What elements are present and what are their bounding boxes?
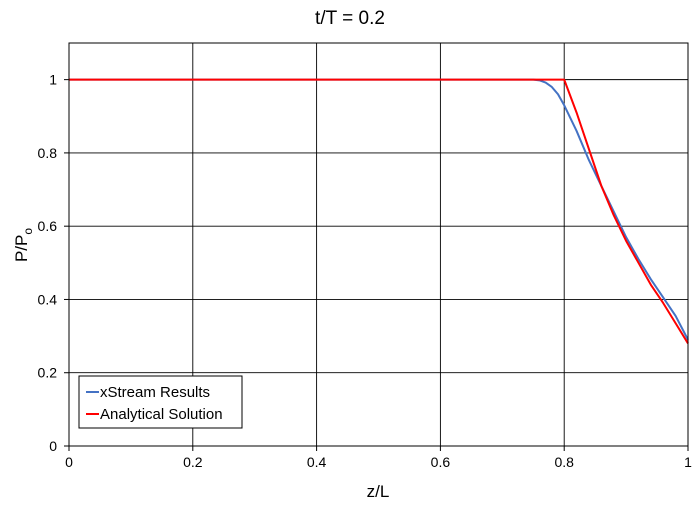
x-tick-label: 0.4 (307, 454, 327, 470)
chart-title: t/T = 0.2 (315, 8, 385, 29)
x-tick-label: 0.6 (431, 454, 451, 470)
legend-label-analytical: Analytical Solution (100, 406, 223, 423)
y-axis-title: P/Po (12, 228, 35, 262)
svg-text:P/Po: P/Po (12, 228, 35, 262)
y-tick-label: 0 (49, 438, 57, 454)
series-line-analytical (69, 78, 689, 344)
y-axis-title-subscript: o (21, 228, 35, 235)
y-tick-labels: 0 0.2 0.4 0.6 0.8 1 (38, 72, 69, 454)
x-tick-label: 0.2 (183, 454, 203, 470)
x-tick-labels: 0 0.2 0.4 0.6 0.8 1 (65, 446, 692, 470)
legend: xStream Results Analytical Solution (78, 375, 243, 429)
y-tick-label: 0.4 (38, 291, 58, 307)
y-tick-label: 0.6 (38, 218, 58, 234)
x-tick-label: 1 (684, 454, 692, 470)
x-tick-label: 0 (65, 454, 73, 470)
y-tick-label: 0.2 (38, 365, 58, 381)
legend-box (78, 375, 243, 429)
plot-frame (68, 42, 689, 447)
y-tick-label: 1 (49, 72, 57, 88)
y-axis-title-main: P/P (12, 235, 31, 262)
y-tick-label: 0.8 (38, 145, 58, 161)
x-tick-label: 0.8 (554, 454, 574, 470)
x-axis-title: z/L (367, 482, 390, 501)
series-layer (69, 78, 689, 344)
legend-label-xstream: xStream Results (100, 384, 210, 401)
